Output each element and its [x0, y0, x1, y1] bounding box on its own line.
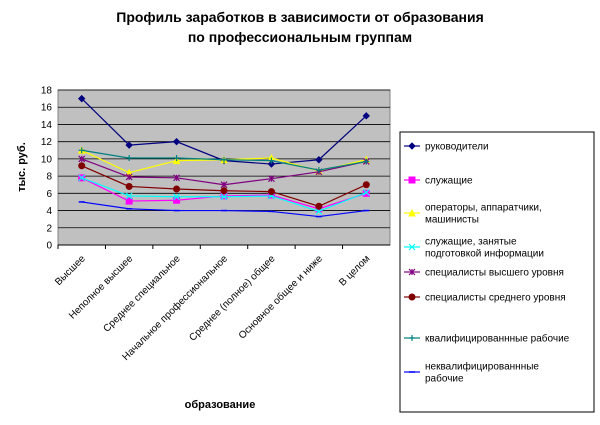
series-lines: [77, 94, 371, 218]
data-point: [315, 167, 322, 174]
legend-entry: служащие, занятые подготовкой информации: [404, 237, 544, 260]
legend-label: руководители: [425, 142, 489, 153]
x-tick-label: Начальное профессиональное: [120, 252, 231, 363]
y-tick-label: 14: [41, 120, 53, 131]
x-tick-label: Среднее (полное) общее: [187, 252, 278, 343]
legend-marker: [408, 293, 416, 301]
data-point: [125, 182, 133, 190]
chart-title-line-1: Профиль заработков в зависимости от обра…: [116, 9, 484, 25]
legend-entry: специалисты высшего уровня: [404, 268, 564, 279]
y-tick-label: 16: [41, 103, 53, 114]
series-4: [78, 174, 370, 215]
data-point: [363, 158, 370, 165]
data-point: [267, 160, 276, 168]
legend-label: служащие: [425, 176, 473, 187]
legend-entry: операторы, аппаратчики, машинисты: [404, 203, 542, 226]
chart-title-line-2: по профессиональным группам: [188, 29, 412, 45]
legend-label: квалифицированнные рабочие: [425, 333, 570, 345]
x-tick-label: В целом: [337, 253, 372, 288]
data-point: [78, 94, 86, 103]
data-point: [126, 155, 133, 162]
data-point: [315, 156, 323, 164]
data-point: [362, 181, 370, 189]
y-tick-label: 6: [46, 189, 52, 200]
x-axis-label: образование: [185, 399, 256, 411]
y-axis-label: тыс. руб.: [16, 142, 28, 192]
data-point: [315, 207, 323, 215]
data-point: [173, 185, 181, 193]
series-7: [78, 147, 370, 174]
data-point: [268, 175, 275, 183]
legend-entry: неквалифицированнные рабочие: [404, 361, 539, 385]
legend-marker: [408, 208, 416, 217]
data-point: [315, 202, 323, 210]
x-tick-label: Основное общее и ниже: [236, 252, 325, 341]
legend: руководители служащие операторы, аппаратчи…: [404, 142, 570, 385]
data-point: [268, 157, 275, 164]
legend-box: [399, 131, 595, 413]
legend-entry: специалисты среднего уровня: [404, 293, 566, 304]
x-tick-label: Среднее специальное: [101, 253, 183, 335]
data-point: [125, 192, 133, 200]
data-point: [173, 193, 180, 201]
data-point: [267, 188, 275, 196]
y-tick-label: 18: [41, 86, 53, 97]
y-tick-label: 0: [46, 241, 52, 252]
y-tick-label: 12: [41, 137, 53, 148]
data-point: [220, 187, 228, 195]
data-point: [78, 147, 85, 154]
legend-label: служащие, занятые подготовкой информации: [425, 237, 544, 260]
data-point: [78, 174, 86, 182]
y-tick-label: 8: [46, 172, 52, 183]
series-6: [78, 162, 370, 210]
data-point: [125, 141, 133, 149]
legend-entry: служащие: [404, 176, 473, 187]
legend-marker: [408, 243, 416, 251]
data-point: [221, 156, 227, 163]
data-point: [172, 137, 181, 146]
legend-label: специалисты высшего уровня: [425, 268, 564, 279]
x-tick-label: Высшее: [53, 253, 88, 288]
y-tick-label: 4: [46, 206, 52, 217]
y-tick-label: 10: [41, 154, 53, 165]
data-point: [362, 112, 370, 120]
data-point: [78, 162, 86, 170]
y-tick-label: 2: [46, 223, 52, 234]
legend-label: операторы, аппаратчики, машинисты: [425, 203, 542, 226]
legend-label: специалисты среднего уровня: [425, 293, 566, 304]
legend-label: неквалифицированнные рабочие: [425, 361, 539, 385]
data-point: [125, 197, 133, 205]
gridlines: [58, 89, 390, 229]
data-point: [220, 181, 228, 189]
legend-marker: [409, 335, 415, 341]
data-point: [220, 193, 228, 201]
data-point: [173, 174, 180, 182]
legend-entry: руководители: [404, 142, 489, 153]
legend-entry: квалифицированнные рабочие: [404, 333, 570, 345]
legend-marker: [408, 142, 416, 150]
legend-marker: [408, 176, 416, 184]
data-point: [362, 189, 370, 196]
data-point: [173, 155, 180, 162]
legend-marker: [408, 268, 416, 276]
y-axis-ticks: 0 2 4 6 8 10 12 14 16 18: [41, 86, 53, 252]
data-point: [125, 173, 133, 181]
data-point: [78, 155, 86, 163]
series-8: [78, 201, 370, 218]
